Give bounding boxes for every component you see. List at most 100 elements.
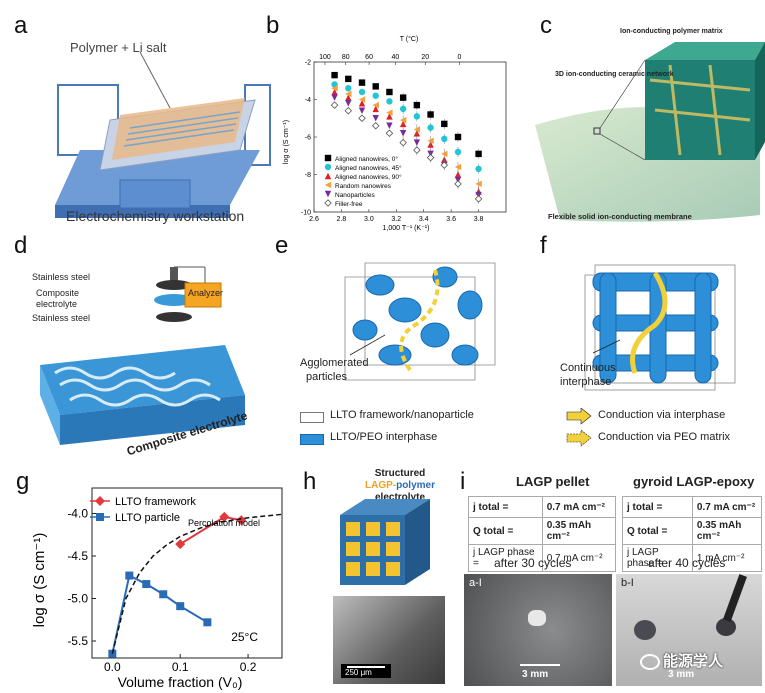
analyzer-label: Analyzer — [188, 288, 224, 298]
i-left-row-label-1: Q total = — [468, 517, 543, 545]
i-right-value-2: 1 mA cm⁻² — [691, 544, 763, 572]
i-right-title: gyroid LAGP-epoxy — [633, 474, 755, 489]
g-xtick-label: 0.2 — [240, 660, 257, 674]
continuous-label-2: interphase — [560, 376, 612, 388]
panel-c-illustration — [535, 42, 765, 222]
ylabel: log σ (S cm⁻¹) — [283, 120, 290, 164]
b-point — [399, 130, 407, 137]
framework-swatch — [300, 412, 324, 423]
b-point — [441, 135, 448, 143]
g-ytick-label: -4.0 — [67, 507, 88, 521]
b-xtick-label: 2.8 — [337, 216, 347, 223]
panel-label-h: h — [303, 468, 317, 495]
b-point — [440, 161, 449, 169]
b-point — [358, 79, 366, 86]
g-point — [125, 571, 134, 580]
b-point — [345, 100, 352, 107]
i-left-fragment — [528, 610, 546, 626]
b-xtick-label: 3.6 — [446, 216, 456, 223]
b-ytick-label: -8 — [305, 172, 311, 179]
b-legend-marker — [324, 190, 332, 198]
i-right-photo-label: b-I — [621, 577, 634, 589]
b-point — [386, 122, 393, 129]
b-point — [454, 171, 462, 178]
composite-label: Composite — [36, 288, 80, 298]
table-row: j total = 0.7 mA cm⁻² — [622, 496, 763, 518]
b-point — [386, 113, 393, 120]
b-point — [372, 101, 379, 109]
h-title-rest: electrolyte — [374, 492, 426, 503]
xlabel: 1,000 T⁻¹ (K⁻¹) — [383, 225, 430, 232]
g-point — [176, 602, 185, 611]
b-legend-marker — [324, 154, 332, 162]
conduction-arrows — [566, 408, 592, 447]
table-row: j LAGP phase = 0.7 mA cm⁻² — [468, 544, 617, 572]
b-point — [475, 180, 482, 188]
h-title-line2: LAGP-polymer electrolyte — [340, 480, 460, 504]
g-legend: LLTO framework LLTO particle — [90, 496, 196, 524]
b-point — [427, 111, 434, 118]
b-point — [475, 150, 482, 158]
i-left-photo-label: a-I — [469, 577, 482, 589]
i-right-cycles: after 40 cycles — [648, 556, 726, 570]
via-interphase-label: Conduction via interphase — [598, 409, 726, 421]
g-point — [175, 539, 186, 550]
b-point — [475, 165, 482, 173]
b-point — [454, 148, 462, 156]
b-ytick-label: -6 — [305, 135, 311, 142]
b-point — [331, 88, 338, 96]
b-point — [330, 101, 339, 109]
i-left-table: j total = 0.7 mA cm⁻² Q total = 0.35 mAh c… — [468, 496, 617, 572]
agglomerated-label-1: Agglomerated — [300, 357, 369, 369]
panel-label-i: i — [460, 468, 466, 495]
b-point — [474, 195, 483, 203]
g-ylabel: log σ (S cm⁻¹) — [31, 533, 48, 628]
b-point — [427, 137, 434, 144]
watermark-text: 能源学人 — [663, 653, 724, 670]
g-ytick-label: -5.0 — [67, 592, 88, 606]
b-point — [345, 90, 352, 98]
b-ytick-label: -2 — [305, 60, 311, 67]
i-left-scalebar — [520, 664, 560, 666]
g-point — [236, 515, 247, 526]
b-point — [371, 121, 380, 130]
b-legend-label: Random nanowires — [335, 183, 392, 190]
i-right-row-label-2: j LAGP phase = — [622, 544, 693, 572]
i-right-scale-label: 3 mm — [668, 669, 695, 680]
polymer-li-salt-label: Polymer + Li salt — [70, 40, 167, 55]
i-left-value-0: 0.7 mA cm⁻² — [541, 496, 617, 518]
g-point — [159, 590, 168, 599]
b-toptick-label: 80 — [342, 54, 350, 61]
i-left-photo: a-I 3 mm — [464, 574, 612, 686]
b-point — [331, 85, 338, 92]
steel-bottom-label: Stainless steel — [32, 313, 91, 323]
i-right-row-label-1: Q total = — [622, 517, 693, 545]
g-temp: 25°C — [231, 630, 258, 644]
b-point — [399, 105, 407, 113]
b-point — [399, 116, 407, 124]
b-point — [413, 113, 421, 120]
g-xtick-label: 0.0 — [104, 660, 121, 674]
table-row: Q total = 0.35 mAh cm⁻² — [622, 517, 763, 545]
h-title-line1: Structured — [374, 468, 426, 479]
panel-g-chart: -4.0 -4.5 -5.0 -5.5 0.0 0.1 0.2 log σ (S cm⁻¹)… — [31, 487, 283, 690]
panel-label-b: b — [266, 12, 280, 39]
g-xtick-label: 0.1 — [172, 660, 189, 674]
tweezer-icon — [723, 574, 747, 622]
h-title: Structured LAGP-polymer electrolyte — [340, 468, 460, 504]
b-point — [413, 101, 421, 109]
g-percolation: Percolation model — [188, 518, 260, 528]
g-ytick-label: -4.5 — [67, 549, 88, 563]
g-point — [142, 580, 151, 589]
table-row: j total = 0.7 mA cm⁻² — [468, 496, 617, 518]
b-xtick-label: 3.8 — [474, 216, 484, 223]
h-scale-label: 250 μm — [345, 668, 372, 677]
interphase-swatch — [300, 434, 324, 445]
b-xtick-label: 3.0 — [364, 216, 374, 223]
g-point — [203, 618, 212, 627]
b-point — [345, 94, 352, 101]
b-point — [358, 114, 366, 123]
b-point — [413, 146, 421, 154]
steel-top-label: Stainless steel — [32, 272, 91, 282]
interphase-legend-label: LLTO/PEO interphase — [330, 431, 438, 443]
